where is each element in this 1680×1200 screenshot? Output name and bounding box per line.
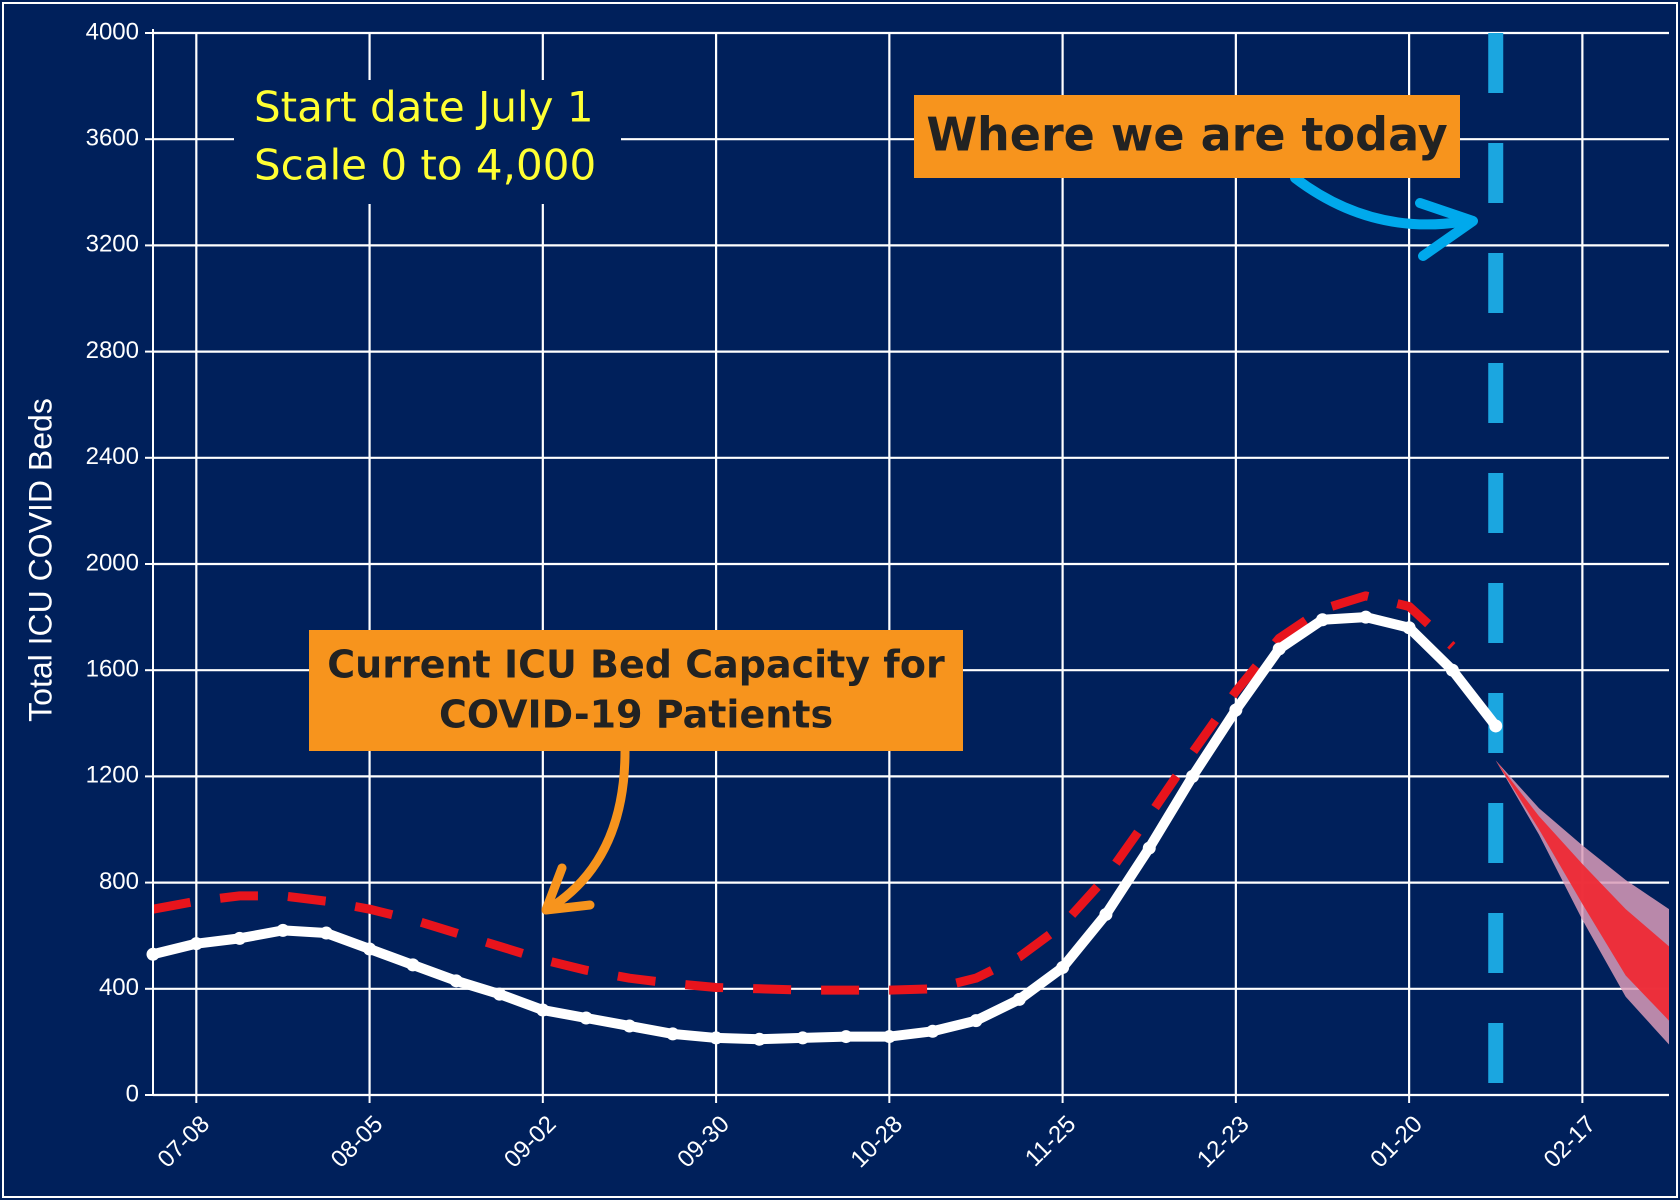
y-tick-label: 3600 <box>86 125 139 152</box>
y-tick-label: 4000 <box>86 18 139 45</box>
data-point <box>1402 621 1416 635</box>
start-note-line: Scale 0 to 4,000 <box>254 141 596 190</box>
y-axis-label: Total ICU COVID Beds <box>22 398 58 722</box>
y-tick-label: 2400 <box>86 443 139 470</box>
today-arrow <box>1290 173 1465 230</box>
data-point <box>363 942 377 956</box>
data-point <box>276 923 290 937</box>
y-tick-label: 1600 <box>86 656 139 683</box>
forecast-band <box>1495 760 1669 1021</box>
capacity-box <box>309 630 963 751</box>
capacity-arrowhead <box>541 863 595 915</box>
data-point <box>882 1030 896 1044</box>
data-point <box>449 974 463 988</box>
data-point <box>839 1030 853 1044</box>
y-tick-label: 3200 <box>86 231 139 258</box>
marks <box>146 33 1669 1095</box>
note-background <box>234 80 621 204</box>
y-tick-label: 2800 <box>86 337 139 364</box>
data-point <box>1359 610 1373 624</box>
data-point <box>1099 907 1113 921</box>
data-point <box>1272 642 1286 656</box>
today-arrowhead <box>1415 198 1478 261</box>
today-box <box>914 95 1460 178</box>
data-point <box>536 1003 550 1017</box>
data-point <box>969 1014 983 1028</box>
data-point <box>622 1019 636 1033</box>
data-point <box>1142 841 1156 855</box>
data-point <box>1186 769 1200 783</box>
capacity-note-line: COVID-19 Patients <box>439 693 833 737</box>
data-point <box>796 1031 810 1045</box>
data-point <box>1445 663 1459 677</box>
y-tick-label: 1200 <box>86 762 139 789</box>
data-point <box>1315 613 1329 627</box>
data-point <box>579 1011 593 1025</box>
annotations: Start date July 1 Scale 0 to 4,000 Where… <box>234 80 1478 915</box>
data-point <box>666 1027 680 1041</box>
data-point <box>319 926 333 940</box>
data-point <box>926 1024 940 1038</box>
y-tick-label: 2000 <box>86 549 139 576</box>
data-line <box>151 612 1500 1045</box>
capacity-arrow <box>545 746 630 913</box>
data-point <box>709 1031 723 1045</box>
data-point <box>1489 719 1503 733</box>
data-point <box>189 937 203 951</box>
data-point <box>233 931 247 945</box>
data-point <box>752 1032 766 1046</box>
today-label: Where we are today <box>926 108 1447 162</box>
data-point <box>1012 992 1026 1006</box>
y-tick-label: 0 <box>126 1080 139 1107</box>
capacity-note-line: Current ICU Bed Capacity for <box>327 643 945 687</box>
capacity-line <box>152 591 1456 995</box>
data-point <box>493 987 507 1001</box>
data-point <box>1056 961 1070 975</box>
data-point <box>1229 703 1243 717</box>
data-point <box>406 958 420 972</box>
y-tick-label: 800 <box>99 868 139 895</box>
start-note-line: Start date July 1 <box>254 83 594 132</box>
y-tick-label: 400 <box>99 974 139 1001</box>
